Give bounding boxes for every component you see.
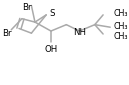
Text: Br: Br (2, 29, 12, 38)
Text: Br: Br (22, 3, 32, 12)
Text: CH₃: CH₃ (114, 9, 128, 18)
Text: S: S (49, 9, 55, 18)
Text: NH: NH (73, 28, 86, 37)
Text: OH: OH (44, 45, 58, 54)
Text: CH₃: CH₃ (114, 32, 128, 41)
Text: CH₃: CH₃ (114, 22, 128, 31)
